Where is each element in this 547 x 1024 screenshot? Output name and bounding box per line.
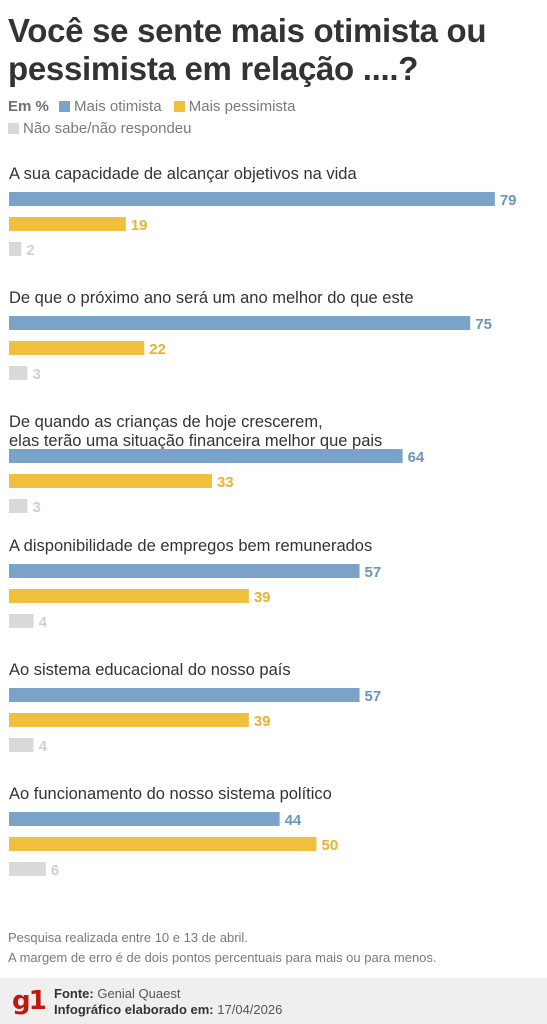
g1-logo: g1 [12,986,47,1016]
footnote-margin: A margem de erro é de dois pontos percen… [8,950,437,965]
value-label: 57 [365,688,382,705]
legend: Em % Mais otimista Mais pessimista Não s… [8,96,538,140]
legend-swatch-nao-sabe [8,123,19,134]
question-label: A sua capacidade de alcançar objetivos n… [9,165,357,183]
bar [9,564,360,578]
value-label: 50 [322,837,339,854]
bar [9,341,145,355]
question-label: De quando as crianças de hoje crescerem,… [9,413,382,450]
value-label: 33 [217,474,234,491]
value-label: 3 [32,499,40,516]
bar [9,449,403,463]
bar [9,713,249,727]
question-label: Ao funcionamento do nosso sistema políti… [9,785,332,803]
legend-unit: Em % [8,98,49,115]
value-label: 44 [285,812,302,829]
value-label: 75 [475,316,492,333]
bar [9,738,34,752]
value-label: 79 [500,192,517,209]
bar [9,192,495,206]
bar [9,316,471,330]
credits: Fonte: Genial Quaest Infográfico elabora… [54,986,282,1018]
bar [9,589,249,603]
bar [9,614,34,628]
value-label: 4 [39,614,48,631]
legend-swatch-otimista [59,101,71,112]
bar [9,474,212,488]
value-label: 22 [149,341,166,358]
legend-swatch-pessimista [173,101,185,112]
value-label: 39 [254,713,271,730]
bar [9,812,280,826]
bar [9,217,126,231]
bar [9,837,317,851]
footer: g1 Fonte: Genial Quaest Infográfico elab… [0,978,547,1024]
bar [9,862,46,876]
value-label: 4 [39,738,48,755]
chart-title: Você se sente mais otimista ou pessimist… [8,12,487,87]
footnote: Pesquisa realizada entre 10 e 13 de abri… [8,928,543,968]
question-label: De que o próximo ano será um ano melhor … [9,289,414,307]
legend-item-otimista: Mais otimista [59,96,162,118]
value-label: 19 [131,217,148,234]
value-label: 2 [26,242,34,259]
made-line: Infográfico elaborado em: 17/04/2026 [54,1002,283,1017]
legend-item-pessimista: Mais pessimista [173,96,295,118]
value-label: 39 [254,589,271,606]
bar [9,499,28,513]
footnote-period: Pesquisa realizada entre 10 e 13 de abri… [8,930,248,945]
value-label: 3 [32,366,40,383]
question-label: Ao sistema educacional do nosso país [9,661,291,679]
bar-chart: A sua capacidade de alcançar objetivos n… [9,165,517,879]
value-label: 6 [51,862,59,879]
bar [9,688,360,702]
legend-item-nao-sabe: Não sabe/não respondeu [8,118,191,140]
source-line: Fonte: Genial Quaest [54,986,181,1001]
question-label: A disponibilidade de empregos bem remune… [9,537,372,555]
value-label: 57 [365,564,382,581]
value-label: 64 [408,449,425,466]
bar [9,242,22,256]
bar [9,366,28,380]
